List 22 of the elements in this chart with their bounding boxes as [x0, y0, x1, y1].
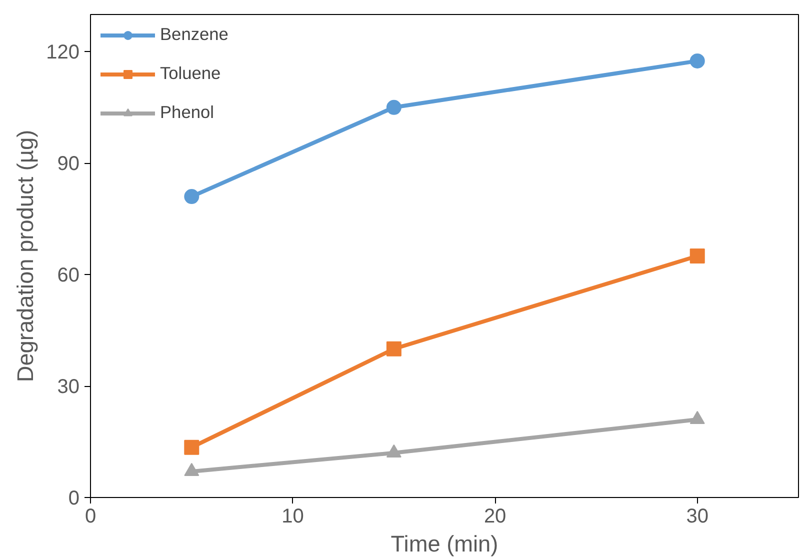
legend-label: Benzene	[160, 24, 228, 45]
point	[690, 248, 705, 264]
point	[386, 100, 402, 115]
point	[184, 462, 200, 476]
point	[690, 53, 705, 68]
x-tick-label: 0	[84, 506, 96, 528]
legend-label: Phenol	[160, 102, 214, 123]
y-tick-label: 90	[57, 153, 80, 176]
y-tick-label: 30	[57, 376, 80, 398]
x-tick-label: 30	[686, 506, 708, 528]
legend-label: Toluene	[160, 63, 221, 84]
y-tick-label: 60	[57, 264, 80, 287]
point	[386, 341, 402, 356]
x-tick-label: 20	[484, 506, 506, 528]
point	[690, 410, 705, 424]
x-axis-title: Time (min)	[390, 530, 498, 556]
point	[386, 444, 402, 458]
y-tick-label: 0	[68, 488, 80, 510]
y-axis-title: Degradation product (µg)	[12, 130, 38, 382]
point	[184, 189, 200, 204]
y-tick-label: 120	[46, 42, 80, 64]
x-tick-label: 10	[282, 506, 304, 528]
